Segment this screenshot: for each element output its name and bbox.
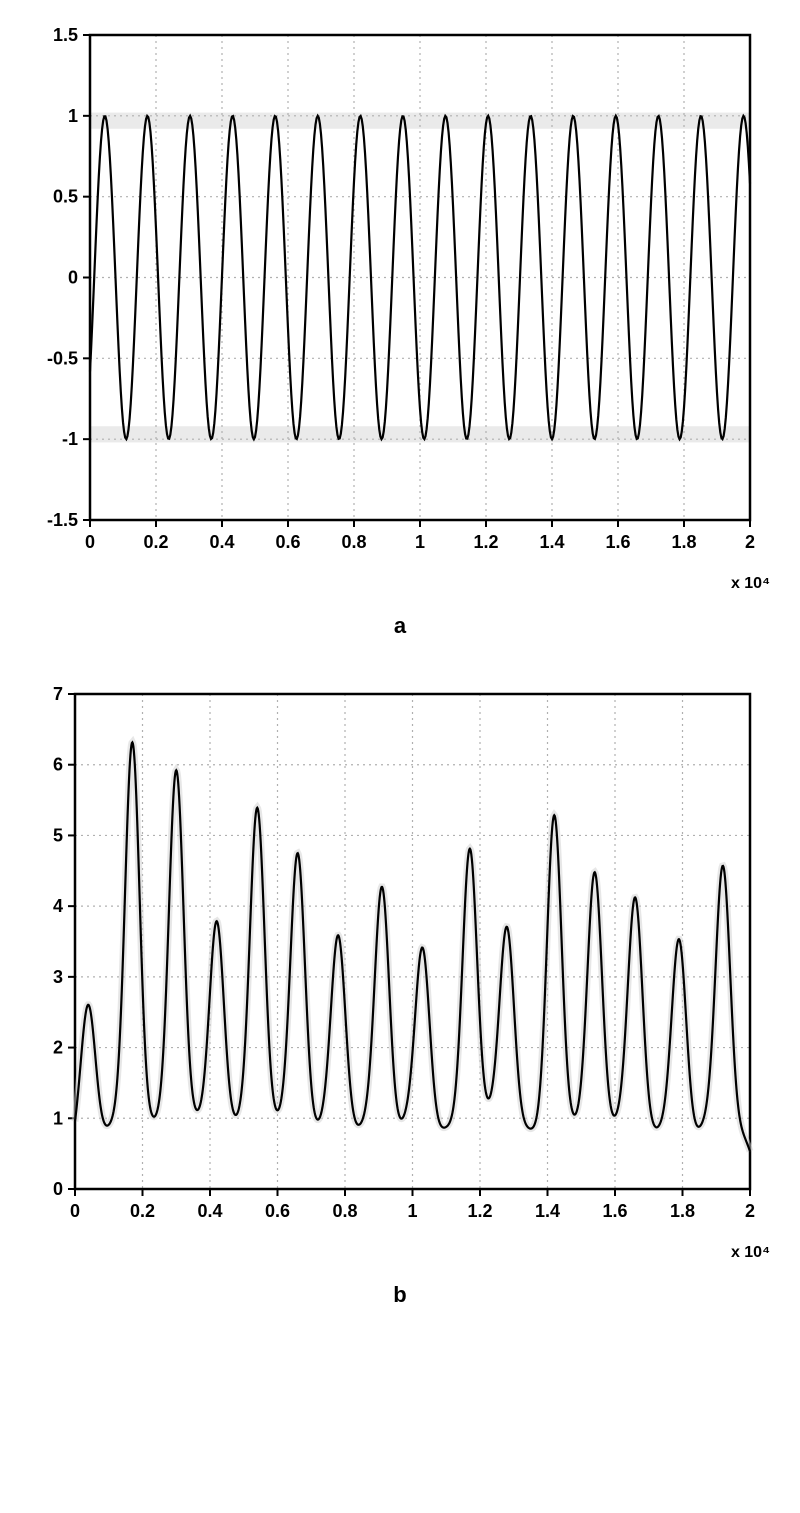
- svg-text:-1.5: -1.5: [47, 510, 78, 530]
- svg-text:1.5: 1.5: [53, 25, 78, 45]
- svg-text:0.4: 0.4: [209, 532, 234, 552]
- svg-text:-1: -1: [62, 429, 78, 449]
- svg-text:0: 0: [85, 532, 95, 552]
- chart-b-caption: b: [20, 1282, 780, 1308]
- chart-b-x-exponent: x 10⁴: [20, 1244, 780, 1262]
- svg-text:6: 6: [53, 755, 63, 775]
- svg-text:7: 7: [53, 684, 63, 704]
- svg-text:0.8: 0.8: [332, 1201, 357, 1221]
- svg-text:0.5: 0.5: [53, 187, 78, 207]
- svg-text:2: 2: [53, 1038, 63, 1058]
- svg-text:1.6: 1.6: [605, 532, 630, 552]
- svg-text:1.4: 1.4: [539, 532, 564, 552]
- svg-text:1.8: 1.8: [671, 532, 696, 552]
- svg-text:3: 3: [53, 967, 63, 987]
- svg-text:0.2: 0.2: [143, 532, 168, 552]
- svg-text:0.4: 0.4: [197, 1201, 222, 1221]
- svg-text:0: 0: [68, 268, 78, 288]
- svg-text:2: 2: [745, 1201, 755, 1221]
- svg-text:4: 4: [53, 896, 63, 916]
- svg-text:1: 1: [415, 532, 425, 552]
- svg-text:1: 1: [53, 1108, 63, 1128]
- svg-text:0.6: 0.6: [265, 1201, 290, 1221]
- chart-b: 0 0.2 0.4 0.6 0.8 1 1.2 1.4 1.6 1.8 2 0 1 2 3 4 5 6 7: [20, 679, 760, 1239]
- svg-text:0.2: 0.2: [130, 1201, 155, 1221]
- chart-a-container: 0 0.2 0.4 0.6 0.8 1 1.2 1.4 1.6 1.8 2 -1.5 -1 -0.5 0 0.…: [20, 20, 780, 639]
- chart-b-container: 0 0.2 0.4 0.6 0.8 1 1.2 1.4 1.6 1.8 2 0 1 2 3 4 5 6 7 x 10…: [20, 679, 780, 1308]
- svg-text:-0.5: -0.5: [47, 348, 78, 368]
- svg-text:2: 2: [745, 532, 755, 552]
- svg-text:1.6: 1.6: [602, 1201, 627, 1221]
- chart-a: 0 0.2 0.4 0.6 0.8 1 1.2 1.4 1.6 1.8 2 -1.5 -1 -0.5 0 0.…: [20, 20, 760, 570]
- svg-text:0.6: 0.6: [275, 532, 300, 552]
- svg-text:1.4: 1.4: [535, 1201, 560, 1221]
- svg-text:0.8: 0.8: [341, 532, 366, 552]
- svg-text:1.2: 1.2: [467, 1201, 492, 1221]
- svg-text:0: 0: [70, 1201, 80, 1221]
- svg-text:1: 1: [407, 1201, 417, 1221]
- svg-text:1.8: 1.8: [670, 1201, 695, 1221]
- svg-text:1: 1: [68, 106, 78, 126]
- chart-a-caption: a: [20, 613, 780, 639]
- svg-text:5: 5: [53, 825, 63, 845]
- svg-text:1.2: 1.2: [473, 532, 498, 552]
- chart-a-x-exponent: x 10⁴: [20, 575, 780, 593]
- svg-text:0: 0: [53, 1179, 63, 1199]
